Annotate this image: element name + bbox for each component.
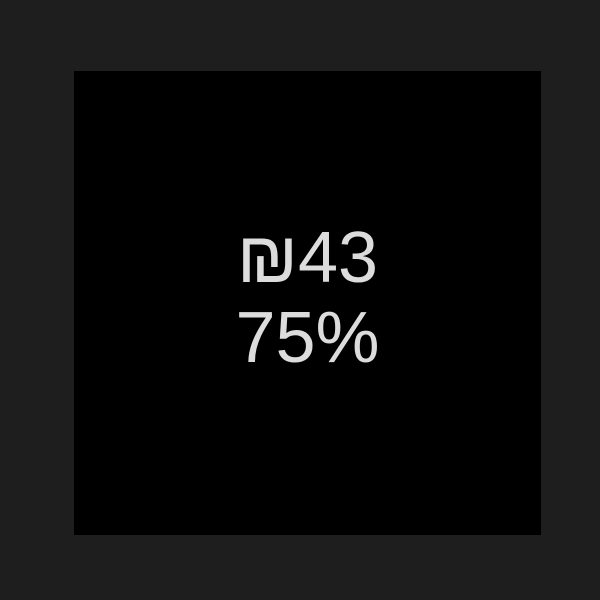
percent-value: 75% xyxy=(235,298,380,378)
display-panel xyxy=(74,71,541,535)
value-readout: ₪43 75% xyxy=(0,218,600,378)
price-value: ₪43 xyxy=(236,218,379,298)
